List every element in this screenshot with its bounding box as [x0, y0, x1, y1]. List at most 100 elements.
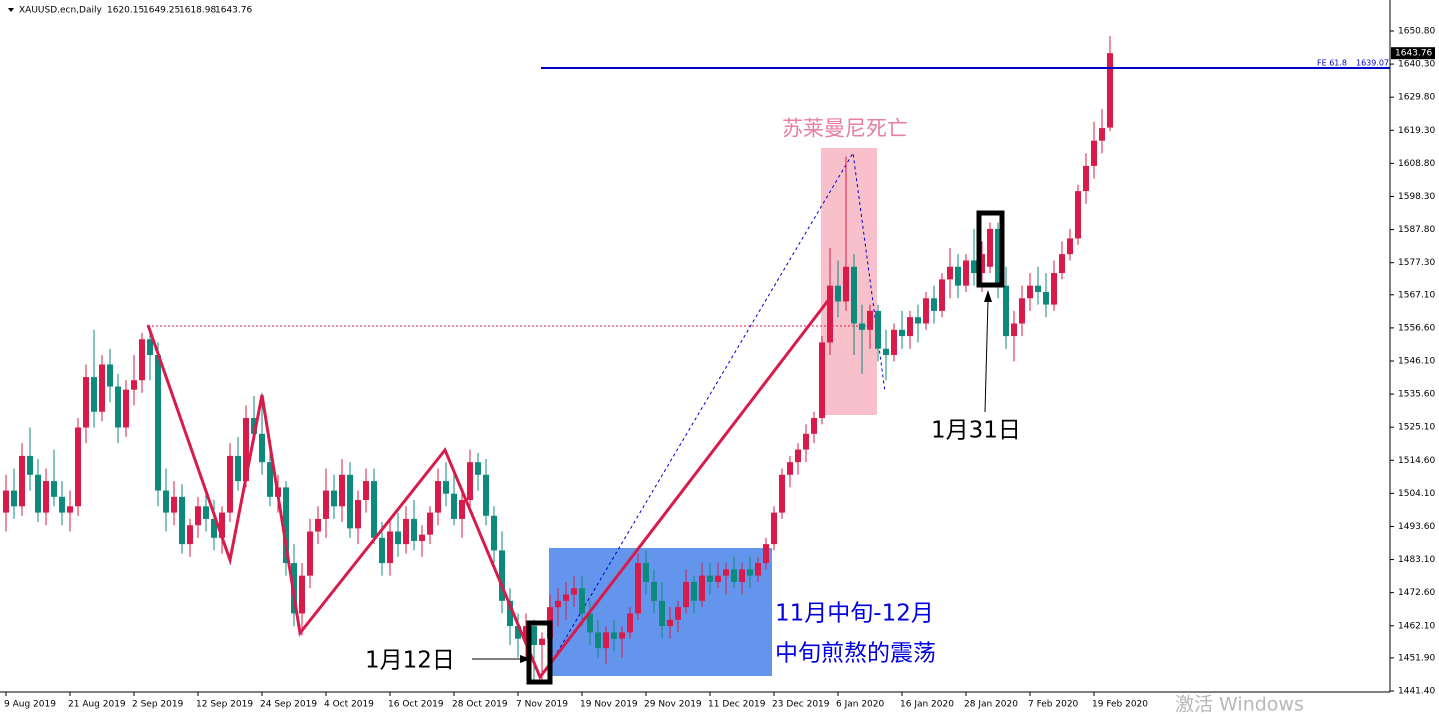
candle-body [875, 310, 881, 349]
candle-body [67, 506, 73, 513]
y-tick-label: 1504.10 [1398, 489, 1435, 499]
y-tick-label: 1629.80 [1398, 93, 1435, 103]
candle-body [331, 490, 337, 507]
candle-body [1075, 191, 1081, 239]
y-tick-label: 1462.10 [1398, 621, 1435, 631]
x-tick-label: 23 Dec 2019 [772, 700, 830, 710]
candle-body [715, 575, 721, 582]
candle-body [1035, 285, 1041, 292]
candle-body [499, 550, 505, 601]
candle-body [563, 594, 569, 601]
x-tick-label: 24 Sep 2019 [260, 700, 317, 710]
candle-body [779, 474, 785, 513]
arrow-head [984, 290, 992, 302]
candle-body [395, 531, 401, 545]
candle-body [907, 317, 913, 337]
arrow-head [520, 655, 531, 663]
event-label: 苏莱曼尼死亡 [782, 117, 908, 141]
candles [3, 35, 1113, 680]
candle-body [155, 355, 161, 491]
candle-body [987, 228, 993, 267]
candle-body [363, 481, 369, 500]
candle-body [955, 266, 961, 286]
candle-body [147, 339, 153, 356]
price-label: 1643.76 [1395, 49, 1432, 59]
candle-body [979, 254, 985, 274]
arrow [984, 299, 989, 413]
candle-body [579, 588, 585, 614]
range-label: 11月中旬-12月 [775, 601, 934, 627]
x-tick-label: 11 Dec 2019 [708, 700, 766, 710]
candle-body [755, 563, 761, 576]
candle-body [595, 632, 601, 649]
candle-body [947, 266, 953, 280]
candle-body [163, 490, 169, 513]
candle-body [1003, 285, 1009, 337]
y-tick-label: 1514.60 [1398, 456, 1435, 466]
candle-body [459, 499, 465, 519]
candle-body [51, 481, 57, 497]
candle-body [443, 481, 449, 494]
candle-body [587, 613, 593, 633]
candle-body [411, 518, 417, 541]
candle-body [419, 534, 425, 541]
axes: 1650.80 1640.30 1629.80 1619.30 1608.80 1598.… [4, 27, 1435, 710]
y-tick-label: 1619.30 [1398, 126, 1435, 136]
candle-body [195, 506, 201, 526]
candle-body [651, 581, 657, 601]
candle-body [835, 285, 841, 302]
candle-body [699, 575, 705, 601]
candle-body [299, 575, 305, 614]
candle-body [323, 490, 329, 519]
y-tick-label: 1546.10 [1398, 357, 1435, 367]
y-tick-label: 1483.10 [1398, 555, 1435, 565]
candle-body [203, 506, 209, 519]
candle-body [451, 493, 457, 519]
y-tick-label: 1577.30 [1398, 258, 1435, 268]
candle-body [483, 474, 489, 516]
candle-body [339, 474, 345, 507]
candle-body [179, 496, 185, 545]
candle-body [403, 518, 409, 545]
x-tick-label: 29 Nov 2019 [644, 700, 702, 710]
candle-body [627, 613, 633, 633]
candle-body [851, 266, 857, 324]
candle-body [387, 531, 393, 564]
candle-body [515, 626, 521, 639]
candle-body [995, 228, 1001, 286]
candle-body [683, 581, 689, 608]
candle-body [771, 512, 777, 545]
candle-body [19, 455, 25, 507]
x-tick-label: 12 Sep 2019 [196, 700, 253, 710]
candle-body [667, 619, 673, 627]
y-tick-label: 1650.80 [1398, 27, 1435, 37]
x-tick-label: 9 Aug 2019 [4, 700, 56, 710]
candle-body [307, 531, 313, 576]
x-tick-label: 2 Sep 2019 [132, 700, 184, 710]
candle-body [723, 569, 729, 576]
y-tick-label: 1556.60 [1398, 323, 1435, 333]
x-tick-label: 7 Feb 2020 [1028, 700, 1079, 710]
candle-body [219, 512, 225, 538]
y-tick-label: 1472.60 [1398, 588, 1435, 598]
y-tick-label: 1608.80 [1398, 159, 1435, 169]
candle-body [763, 544, 769, 564]
candle-body [1027, 285, 1033, 299]
date-label: 1月12日 [365, 648, 455, 674]
y-tick-label: 1587.80 [1398, 225, 1435, 235]
x-tick-label: 28 Oct 2019 [452, 700, 508, 710]
candle-body [827, 285, 833, 343]
candle-body [891, 329, 897, 356]
candle-body [1099, 128, 1105, 141]
candle-body [1091, 140, 1097, 166]
candle-body [899, 329, 905, 337]
candle-body [1059, 254, 1065, 274]
candle-body [227, 455, 233, 513]
candle-body [211, 518, 217, 538]
candle-body [819, 342, 825, 419]
candle-body [555, 600, 561, 608]
y-tick-label: 1535.60 [1398, 390, 1435, 400]
candle-body [131, 380, 137, 390]
candle-body [355, 499, 361, 529]
candle-body [283, 487, 289, 564]
